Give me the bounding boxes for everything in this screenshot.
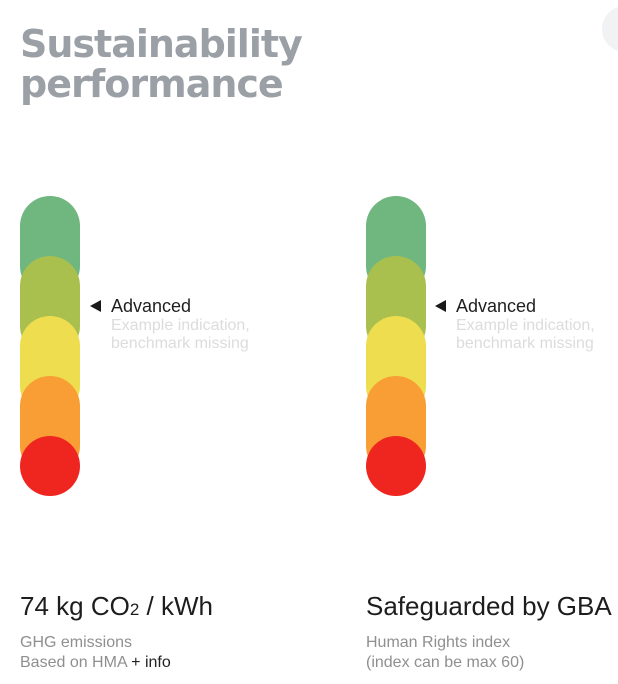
ghg-value-prefix: 74 kg CO (20, 591, 130, 621)
ghg-caption: GHG emissions Based on HMA + info (20, 633, 171, 673)
human-rights-caption-line2: (index can be max 60) (366, 654, 525, 671)
meter-level-5 (20, 436, 80, 496)
ghg-rating-meter (20, 196, 80, 496)
human-rights-level-indicator: Advanced Example indication, benchmark m… (435, 295, 595, 353)
ghg-level-note-line2: benchmark missing (111, 335, 249, 352)
page-title-line1: Sustainability (20, 22, 303, 66)
page-title-line2: performance (20, 62, 284, 106)
ghg-value-subscript: 2 (129, 600, 140, 619)
pointer-arrow-icon (435, 300, 446, 312)
human-rights-caption-line1: Human Rights index (366, 634, 511, 651)
ghg-level-indicator: Advanced Example indication, benchmark m… (90, 295, 250, 353)
human-rights-level-note-line2: benchmark missing (456, 335, 594, 352)
ghg-caption-line2: Based on HMA (20, 654, 127, 671)
ghg-level-note-line1: Example indication, (111, 317, 250, 334)
ghg-level-label: Advanced (111, 296, 192, 316)
human-rights-caption: Human Rights index (index can be max 60) (366, 633, 524, 673)
pointer-arrow-icon (90, 300, 101, 312)
human-rights-level-note-line1: Example indication, (456, 317, 595, 334)
human-rights-rating-meter (366, 196, 426, 496)
corner-decoration (602, 6, 618, 52)
ghg-caption-line1: GHG emissions (20, 634, 133, 651)
meter-level-5 (366, 436, 426, 496)
info-link[interactable]: + info (126, 654, 171, 671)
page-title: Sustainability performance (20, 22, 303, 106)
ghg-value-suffix: / kWh (139, 591, 213, 621)
human-rights-level-label: Advanced (456, 296, 537, 316)
human-rights-value: Safeguarded by GBA (366, 591, 612, 621)
ghg-value: 74 kg CO2 / kWh (20, 590, 213, 626)
